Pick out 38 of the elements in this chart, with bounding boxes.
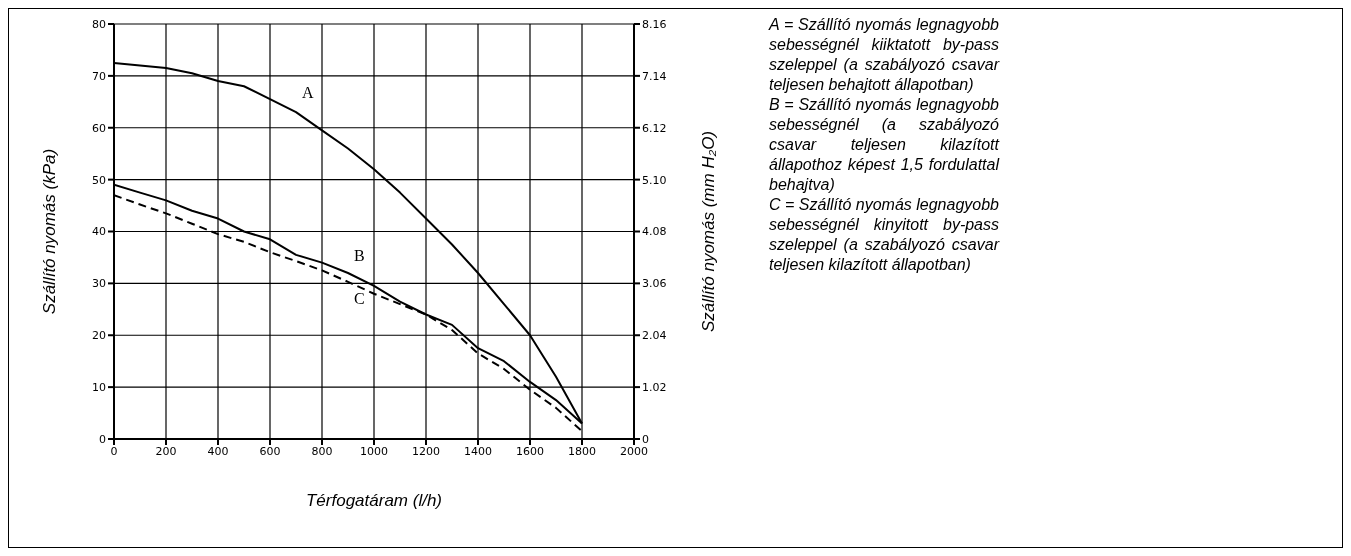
y-tick-label: 20	[92, 329, 106, 343]
series-label: A	[302, 84, 314, 102]
x-tick-label: 1800	[568, 444, 596, 458]
y-tick-label: 10	[92, 381, 106, 395]
x-tick-label: 1000	[360, 444, 388, 458]
y2-tick-label: 1.02	[642, 381, 667, 395]
y2-tick-label: 6.12	[642, 121, 667, 135]
y-tick-label: 40	[92, 225, 106, 239]
x-axis-title: Térfogatáram (l/h)	[305, 491, 443, 510]
y-tick-label: 70	[92, 69, 106, 83]
y2-axis-title: Szállító nyomás (mm H₂O)	[699, 130, 718, 333]
y-tick-label: 50	[92, 173, 106, 187]
text: A = Szállító nyomás legnagyobb sebességnél kiiktatott by-pass szeleppel (a szabályozó csavar teljesen behajtott állapotban)	[769, 15, 999, 95]
text: C = Szállító nyomás legnagyobb sebességnél kinyitott by-pass szeleppel (a szabályozó csavar teljesen kilazított állapotban)	[769, 195, 999, 275]
x-tick-label: 2000	[620, 444, 648, 458]
x-tick-label: 400	[207, 444, 229, 458]
y2-tick-label: 2.04	[642, 329, 667, 343]
x-tick-label: 200	[155, 444, 177, 458]
y-tick-label: 30	[92, 277, 106, 291]
x-tick-label: 600	[259, 444, 281, 458]
x-tick-label: 1600	[516, 444, 544, 458]
x-tick-label: 800	[311, 444, 333, 458]
y2-tick-label: 4.08	[642, 225, 667, 239]
y2-tick-label: 8.16	[642, 17, 667, 31]
series-label: C	[354, 289, 365, 307]
y-axis-title: Szállító nyomás (kPa)	[40, 148, 60, 315]
y-tick-label: 0	[99, 432, 106, 446]
series-label: B	[354, 247, 365, 264]
y-tick-label: 60	[92, 121, 106, 135]
x-tick-label: 1400	[464, 444, 492, 458]
y2-tick-label: 0	[642, 432, 649, 446]
x-tick-label: 0	[110, 444, 118, 458]
x-tick-label: 1200	[412, 444, 440, 458]
text: B = Szállító nyomás legnagyobb sebességnél (a szabályozó csavar teljesen kilazított állapothoz képest 1,5 fordulattal behajtva)	[769, 95, 999, 195]
y2-tick-label: 5.10	[642, 173, 667, 187]
y2-tick-label: 3.06	[642, 277, 667, 291]
y2-tick-label: 7.14	[642, 69, 667, 83]
y-tick-label: 80	[92, 17, 106, 31]
